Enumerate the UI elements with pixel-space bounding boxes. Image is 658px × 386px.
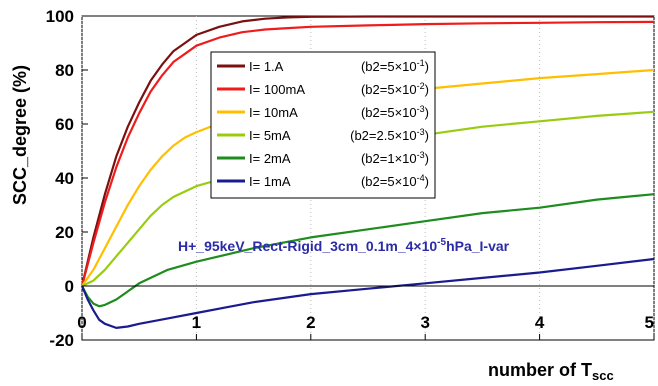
y-tick-label-1: 0 <box>65 277 74 296</box>
annotation-text: H+_95keV_Rect-Rigid_3cm_0.1m_4×10-5hPa_I… <box>178 237 510 254</box>
x-tick-label-0: 0 <box>77 313 86 332</box>
series-line-3 <box>81 110 655 287</box>
x-axis-label-main: number of T <box>488 360 592 380</box>
legend-label-2: I= 10mA <box>249 105 298 120</box>
legend-label-0: I= 1.A <box>249 59 284 74</box>
x-tick-label-4: 4 <box>535 313 545 332</box>
x-tick-label-5: 5 <box>645 313 654 332</box>
y-tick-label-5: 80 <box>55 61 74 80</box>
annotation: H+_95keV_Rect-Rigid_3cm_0.1m_4×10-5hPa_I… <box>178 237 510 254</box>
legend-b2-2: (b2=5×10-3) <box>361 104 429 120</box>
legend-b2-4: (b2=1×10-3) <box>361 150 429 166</box>
legend-b2-1: (b2=5×10-2) <box>361 81 429 97</box>
legend-b2-0: (b2=5×10-1) <box>361 58 429 74</box>
series-lines <box>80 15 655 329</box>
series-line-1 <box>80 20 655 287</box>
x-tick-label-3: 3 <box>420 313 429 332</box>
x-tick-label-1: 1 <box>192 313 201 332</box>
legend-box <box>210 51 436 199</box>
legend: I= 1.A (b2=5×10-1) I= 100mA (b2=5×10-2) I= 1… <box>210 51 436 199</box>
x-axis-label-subscript: scc <box>592 368 614 383</box>
y-tick-label-4: 60 <box>55 115 74 134</box>
legend-label-4: I= 2mA <box>249 151 291 166</box>
series-line-4 <box>81 193 655 308</box>
y-tick-label-2: 20 <box>55 223 74 242</box>
y-axis-label: SCC_degree (%) <box>10 65 30 205</box>
series-line-5 <box>80 257 655 329</box>
series-line-0 <box>80 15 654 287</box>
series-line-2 <box>81 68 655 287</box>
x-axis-label: number of Tscc <box>488 360 614 383</box>
legend-label-5: I= 1mA <box>249 174 291 189</box>
legend-b2-3: (b2=2.5×10-3) <box>350 127 429 143</box>
legend-label-3: I= 5mA <box>249 128 291 143</box>
y-tick-label-0: -20 <box>49 331 74 350</box>
legend-b2-5: (b2=5×10-4) <box>361 173 429 189</box>
y-tick-label-6: 100 <box>46 7 74 26</box>
legend-label-1: I= 100mA <box>249 82 305 97</box>
x-tick-label-2: 2 <box>306 313 315 332</box>
y-tick-label-3: 40 <box>55 169 74 188</box>
